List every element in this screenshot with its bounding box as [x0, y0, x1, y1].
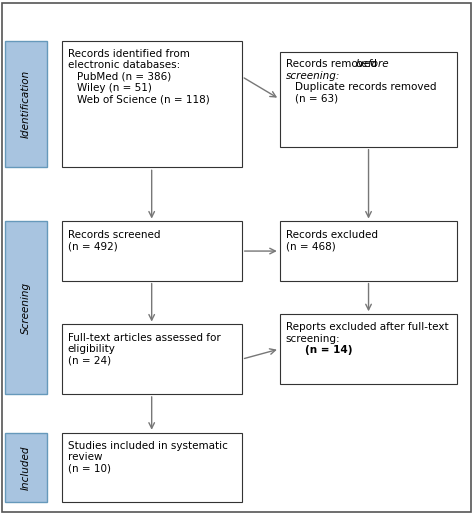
- Text: before: before: [356, 59, 390, 69]
- FancyBboxPatch shape: [62, 221, 242, 281]
- FancyBboxPatch shape: [5, 433, 47, 502]
- Text: PubMed (n = 386): PubMed (n = 386): [77, 72, 172, 81]
- Text: screening:: screening:: [286, 71, 340, 80]
- Text: Identification: Identification: [21, 70, 31, 139]
- FancyBboxPatch shape: [280, 221, 457, 281]
- Text: screening:: screening:: [286, 334, 340, 344]
- FancyBboxPatch shape: [5, 221, 47, 394]
- Text: (n = 14): (n = 14): [305, 345, 352, 355]
- Text: Screening: Screening: [21, 282, 31, 334]
- FancyBboxPatch shape: [280, 52, 457, 147]
- Text: (n = 10): (n = 10): [68, 464, 111, 473]
- FancyBboxPatch shape: [5, 41, 47, 167]
- Text: Studies included in systematic: Studies included in systematic: [68, 441, 228, 451]
- Text: eligibility: eligibility: [68, 344, 116, 354]
- FancyBboxPatch shape: [62, 324, 242, 394]
- Text: Reports excluded after full-text: Reports excluded after full-text: [286, 322, 448, 332]
- Text: Records identified from: Records identified from: [68, 49, 190, 59]
- Text: (n = 468): (n = 468): [286, 241, 336, 251]
- Text: Included: Included: [21, 445, 31, 490]
- FancyBboxPatch shape: [280, 314, 457, 384]
- Text: (n = 24): (n = 24): [68, 355, 111, 365]
- Text: Duplicate records removed: Duplicate records removed: [295, 82, 437, 92]
- Text: (n = 63): (n = 63): [295, 93, 338, 103]
- Text: (n = 492): (n = 492): [68, 241, 118, 251]
- FancyBboxPatch shape: [2, 3, 471, 512]
- Text: Wiley (n = 51): Wiley (n = 51): [77, 83, 152, 93]
- Text: Full-text articles assessed for: Full-text articles assessed for: [68, 333, 220, 342]
- Text: Records screened: Records screened: [68, 230, 160, 239]
- Text: Records excluded: Records excluded: [286, 230, 378, 239]
- Text: Web of Science (n = 118): Web of Science (n = 118): [77, 94, 210, 104]
- Text: Records removed: Records removed: [286, 59, 380, 69]
- Text: electronic databases:: electronic databases:: [68, 60, 180, 70]
- FancyBboxPatch shape: [62, 41, 242, 167]
- Text: review: review: [68, 452, 102, 462]
- FancyBboxPatch shape: [62, 433, 242, 502]
